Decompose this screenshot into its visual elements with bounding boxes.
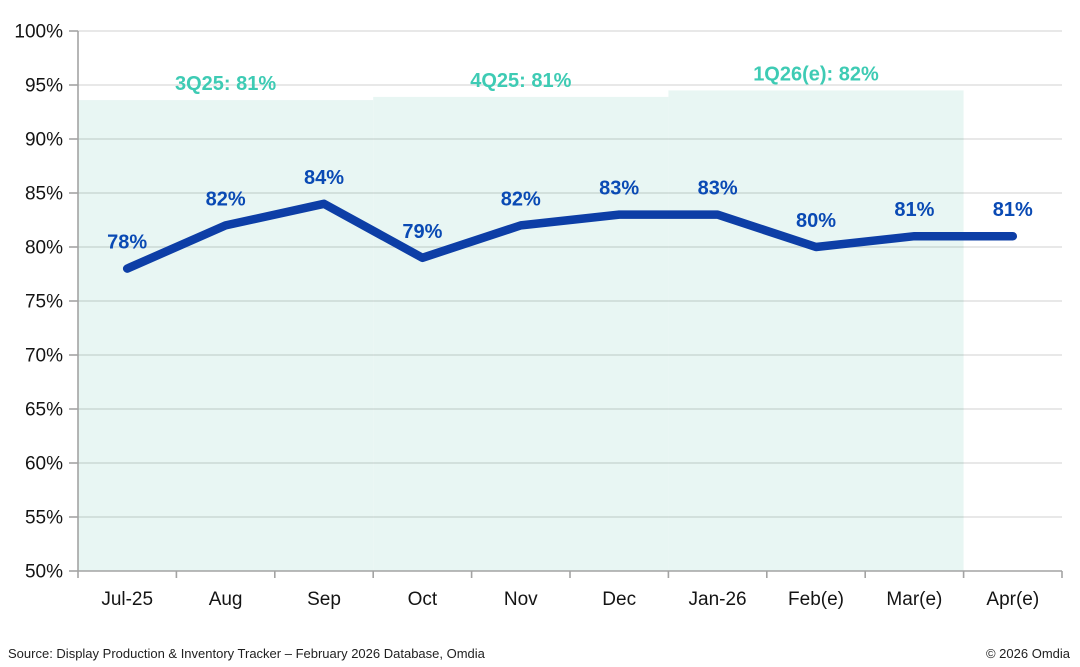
quarter-band (78, 100, 374, 571)
y-axis-label: 60% (25, 454, 63, 475)
y-axis-label: 90% (25, 130, 63, 151)
source-note: Source: Display Production & Inventory T… (8, 646, 485, 661)
data-point-label: 79% (402, 221, 442, 243)
quarter-band (373, 96, 669, 572)
y-axis-label: 80% (25, 238, 63, 259)
data-point-label: 83% (698, 178, 738, 200)
y-axis-label: 55% (25, 508, 63, 529)
y-axis-label: 70% (25, 346, 63, 367)
data-point-label: 83% (599, 178, 639, 200)
data-point-label: 80% (796, 210, 836, 232)
y-axis-label: 95% (25, 76, 63, 97)
quarter-annotation: 4Q25: 81% (470, 70, 571, 92)
x-axis-label: Feb(e) (788, 589, 844, 610)
x-axis-label: Jul-25 (101, 589, 153, 610)
data-point-label: 84% (304, 167, 344, 189)
y-axis-label: 100% (14, 22, 63, 43)
x-axis-label: Apr(e) (986, 589, 1039, 610)
data-point-label: 78% (107, 232, 147, 254)
data-point-label: 82% (501, 188, 541, 210)
y-axis-label: 75% (25, 292, 63, 313)
data-point-label: 82% (206, 188, 246, 210)
data-point-label: 81% (993, 199, 1033, 221)
data-point-label: 81% (894, 199, 934, 221)
y-axis-label: 50% (25, 562, 63, 583)
y-axis-label: 85% (25, 184, 63, 205)
x-axis-label: Jan-26 (689, 589, 747, 610)
y-axis-label: 65% (25, 400, 63, 421)
chart-footer: Source: Display Production & Inventory T… (0, 646, 1080, 661)
x-axis-label: Oct (408, 589, 438, 610)
x-axis-label: Dec (602, 589, 636, 610)
x-axis-label: Nov (504, 589, 538, 610)
quarter-annotation: 3Q25: 81% (175, 73, 276, 95)
quarter-band (668, 90, 964, 572)
x-axis-label: Aug (209, 589, 243, 610)
quarter-annotation: 1Q26(e): 82% (753, 63, 879, 85)
data-line (122, 199, 1018, 273)
x-axis-label: Sep (307, 589, 341, 610)
copyright-note: © 2026 Omdia (985, 646, 1070, 661)
x-axis-label: Mar(e) (886, 589, 942, 610)
